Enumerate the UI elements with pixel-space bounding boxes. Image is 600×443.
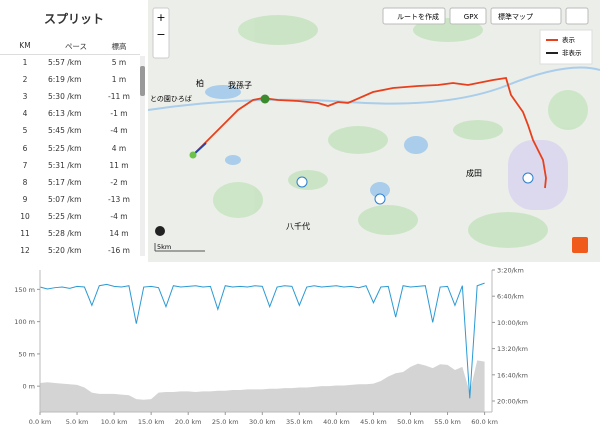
table-header: 標高 xyxy=(111,42,127,51)
table-cell: -2 m xyxy=(110,177,128,187)
x-tick-label: 5.0 km xyxy=(66,418,89,426)
table-cell: 11 xyxy=(20,229,30,238)
y2-tick-label: 3:20/km xyxy=(497,267,524,275)
elevation-area xyxy=(40,360,485,412)
table-cell: 3 xyxy=(22,92,28,102)
x-tick-label: 20.0 km xyxy=(175,418,202,426)
split-panel: スプリット KM ペース 標高 1 5:57 /km 5 m 2 6:19 /km 1 m 3 5:… xyxy=(0,0,148,262)
y-tick-label: 50 m xyxy=(18,350,35,358)
scrollbar[interactable] xyxy=(140,56,145,256)
table-cell: 5 m xyxy=(111,58,127,67)
table-cell: 1 m xyxy=(111,75,127,85)
play-button[interactable] xyxy=(572,237,588,253)
x-tick-label: 40.0 km xyxy=(323,418,350,426)
x-tick-label: 35.0 km xyxy=(286,418,313,426)
gpx-label[interactable]: GPX xyxy=(464,13,479,21)
map-type-select[interactable] xyxy=(490,7,562,25)
y-tick-label: 0 m xyxy=(22,383,35,391)
x-tick-label: 25.0 km xyxy=(212,418,239,426)
table-cell: 5:30 /km xyxy=(48,92,82,102)
y2-tick-label: 16:40/km xyxy=(497,371,528,379)
x-tick-label: 60.0 km xyxy=(471,418,498,426)
table-cell: 5:07 /km xyxy=(48,194,82,204)
legend-shown: 表示 xyxy=(562,35,576,44)
legend-hidden: 非表示 xyxy=(562,48,582,57)
zoom-in[interactable]: + xyxy=(156,11,165,24)
x-tick-label: 10.0 km xyxy=(101,418,128,426)
y2-tick-label: 10:00/km xyxy=(497,319,528,327)
table-cell: 4 m xyxy=(111,143,127,153)
table-cell: 5:17 /km xyxy=(48,177,82,187)
table-cell: 5:25 /km xyxy=(48,143,82,153)
fullscreen-button[interactable] xyxy=(565,7,589,25)
table-cell: 5:45 /km xyxy=(48,126,82,136)
x-tick-label: 45.0 km xyxy=(360,418,387,426)
pace-line xyxy=(39,282,485,399)
table-cell: 5 xyxy=(22,126,28,136)
map-label: 我孫子 xyxy=(228,80,252,90)
table-cell: 7 xyxy=(22,160,28,170)
x-tick-label: 50.0 km xyxy=(397,418,424,426)
table-cell: -1 m xyxy=(110,109,128,119)
table-cell: 12 xyxy=(20,246,30,256)
table-cell: 4 xyxy=(22,109,28,119)
table-cell: -4 m xyxy=(110,211,128,221)
table-cell: -11 m xyxy=(108,92,130,102)
y2-tick-label: 13:20/km xyxy=(497,345,528,353)
zoom-out[interactable]: − xyxy=(156,28,165,41)
create-route-button[interactable] xyxy=(382,7,446,25)
table-cell: 5:57 /km xyxy=(48,58,82,67)
split-title: スプリット xyxy=(43,12,104,26)
map-scale: 5km xyxy=(157,243,171,251)
table-cell: 9 xyxy=(22,194,28,204)
x-tick-label: 15.0 km xyxy=(138,418,165,426)
map-label: との園ひろば xyxy=(150,94,192,103)
table-cell: 5:28 /km xyxy=(48,229,82,238)
table-cell: -16 m xyxy=(108,246,130,256)
y-tick-label: 150 m xyxy=(14,286,35,294)
table-cell: 8 xyxy=(22,177,28,187)
map[interactable]: + − ルートを作成 GPX 標準マップ 表示 非表示 柏 我孫子 との園ひろば… xyxy=(148,0,600,262)
map-label: 成田 xyxy=(466,168,482,178)
chart: 0.0 km 5.0 km 10.0 km 15.0 km 20.0 km 25.0 km… xyxy=(14,267,528,427)
map-label: 八千代 xyxy=(286,221,310,231)
table-header: ペース xyxy=(64,42,88,51)
y-tick-label: 100 m xyxy=(14,318,35,326)
table-cell: 2 xyxy=(22,75,28,85)
x-tick-label: 0.0 km xyxy=(29,418,52,426)
table-cell: -13 m xyxy=(108,194,130,204)
table-cell: 1 xyxy=(22,58,28,67)
table-cell: 11 m xyxy=(109,160,129,170)
y2-tick-label: 20:00/km xyxy=(497,397,528,405)
table-cell: 6:19 /km xyxy=(48,75,82,85)
table-cell: 5:20 /km xyxy=(48,246,82,256)
table-cell: 10 xyxy=(20,211,30,221)
map-label: 柏 xyxy=(196,78,204,88)
table-cell: 6:13 /km xyxy=(48,109,82,119)
table-cell: 14 m xyxy=(109,229,129,238)
create-route-label[interactable]: ルートを作成 xyxy=(397,12,439,21)
x-tick-label: 55.0 km xyxy=(434,418,461,426)
table-cell: 5:31 /km xyxy=(48,160,82,170)
map-type-label[interactable]: 標準マップ xyxy=(498,12,533,21)
table-cell: -4 m xyxy=(110,126,128,136)
table-header: KM xyxy=(19,41,31,50)
table-cell: 5:25 /km xyxy=(48,211,82,221)
y2-tick-label: 6:40/km xyxy=(497,293,524,301)
table-cell: 6 xyxy=(22,143,28,153)
gpx-button[interactable] xyxy=(449,7,487,25)
x-tick-label: 30.0 km xyxy=(249,418,276,426)
